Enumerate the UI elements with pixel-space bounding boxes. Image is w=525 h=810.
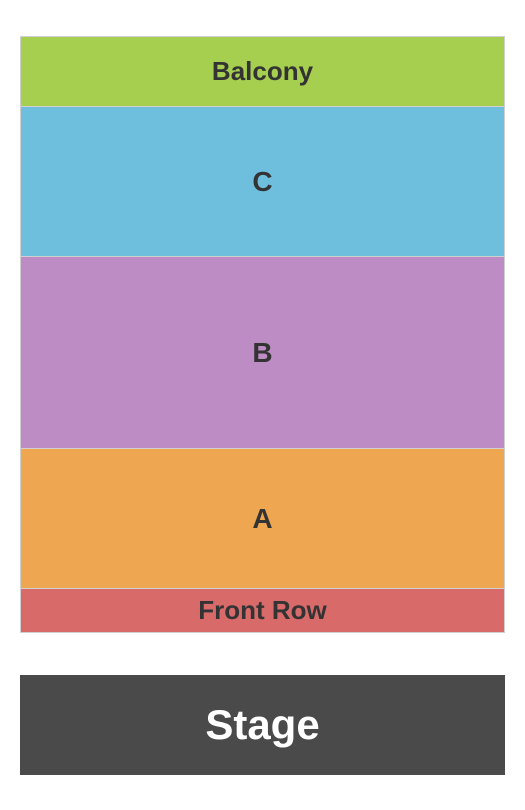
section-label: Balcony (212, 56, 313, 87)
section-a[interactable]: A (20, 448, 505, 588)
stage-block: Stage (20, 675, 505, 775)
section-label: B (252, 337, 272, 369)
section-front-row[interactable]: Front Row (20, 588, 505, 633)
section-b[interactable]: B (20, 256, 505, 448)
section-label: A (252, 503, 272, 535)
section-label: Front Row (198, 595, 327, 626)
section-balcony[interactable]: Balcony (20, 36, 505, 106)
section-label: C (252, 166, 272, 198)
section-c[interactable]: C (20, 106, 505, 256)
stage-label: Stage (205, 701, 319, 749)
seating-chart: Balcony C B A Front Row (20, 36, 505, 633)
